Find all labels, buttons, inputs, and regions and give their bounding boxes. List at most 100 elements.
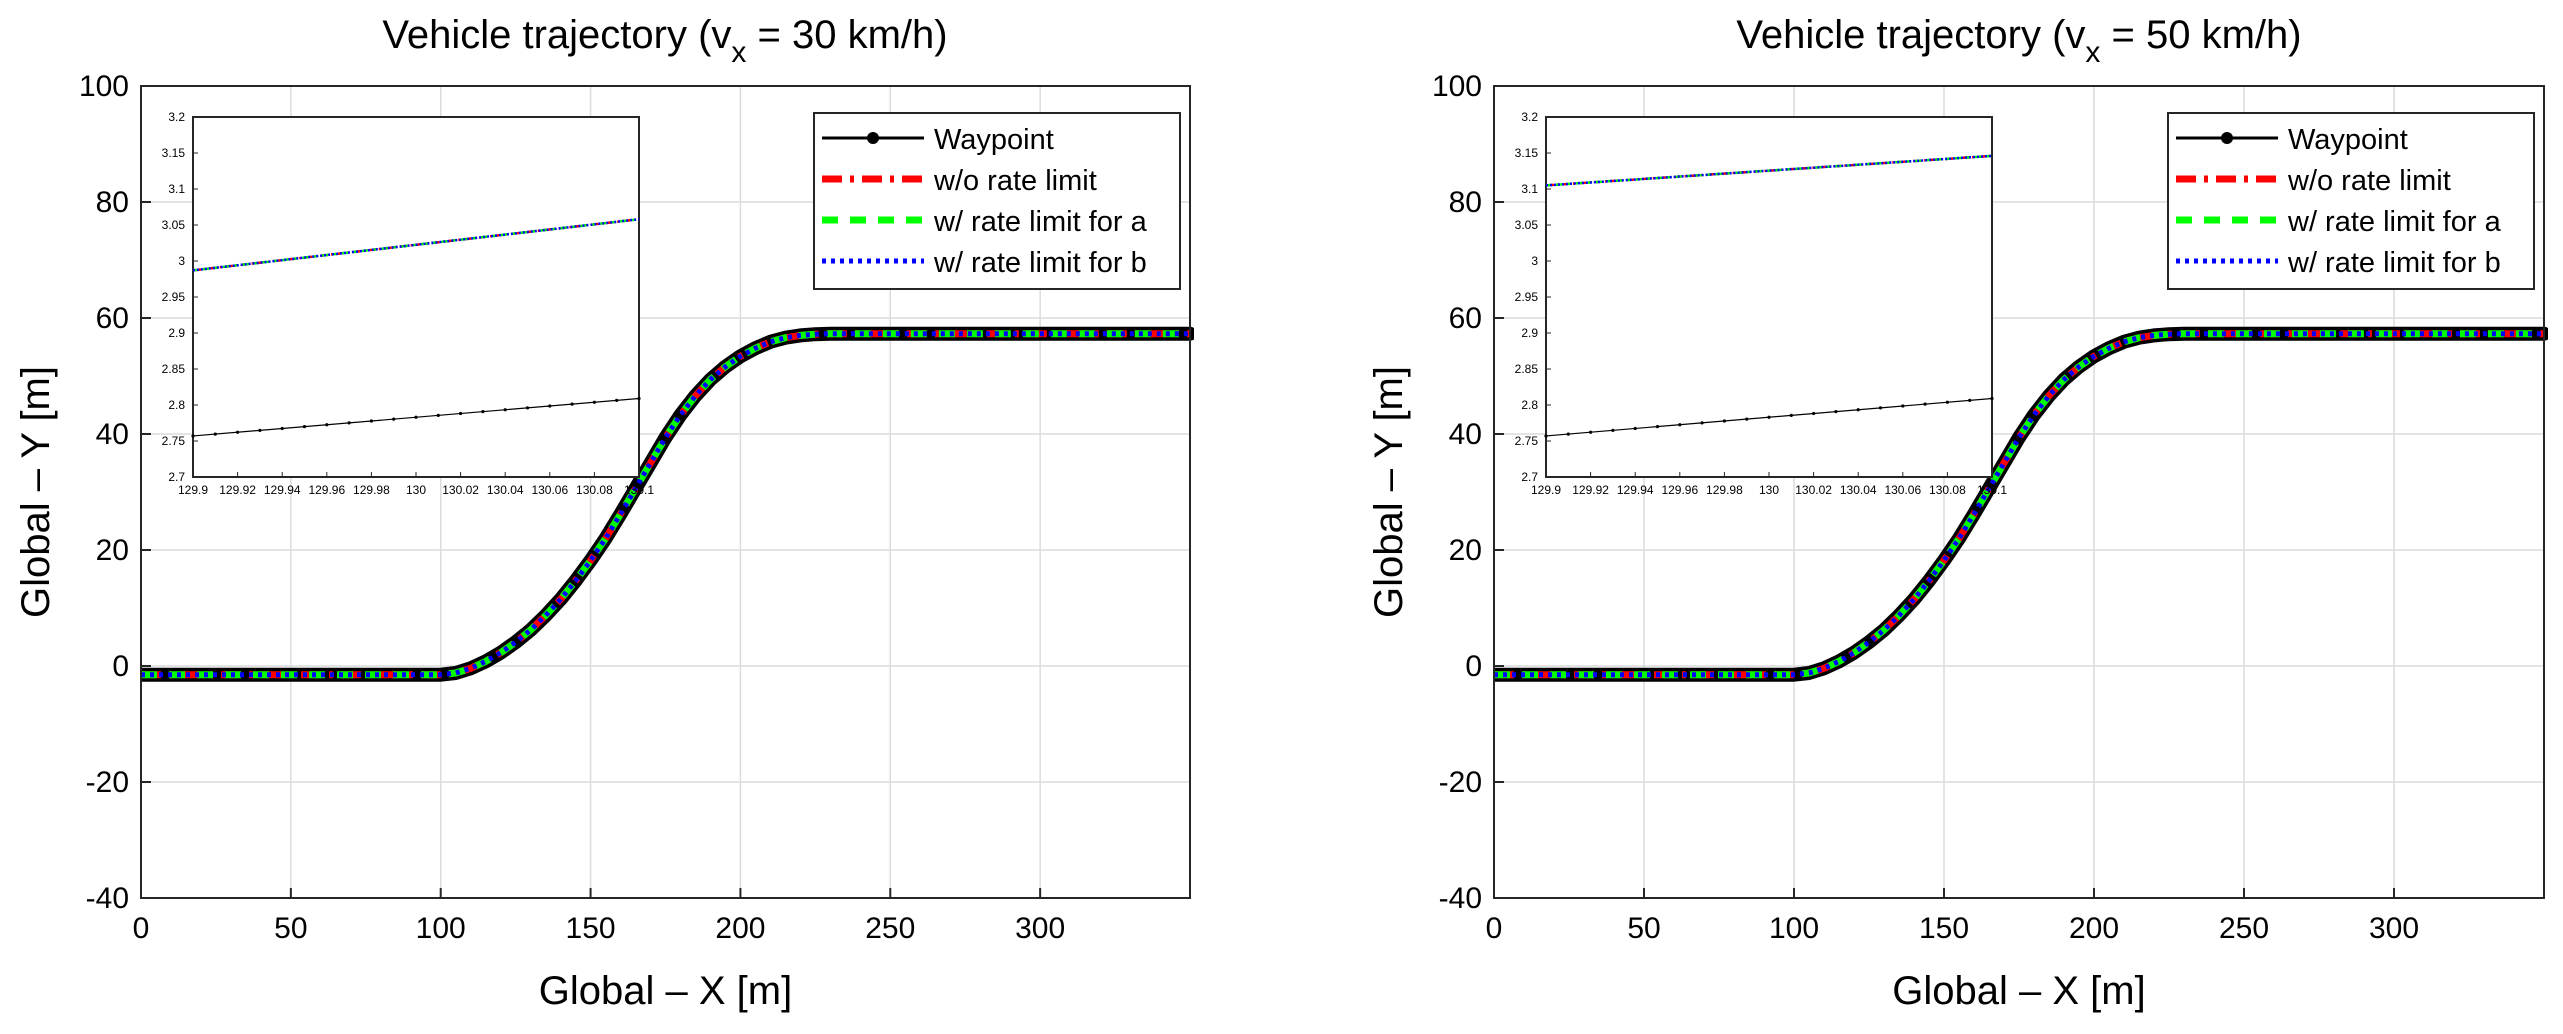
inset-waypoint-marker xyxy=(1878,406,1883,410)
inset-y-tick-label: 2.75 xyxy=(1515,434,1539,448)
y-tick-label: 20 xyxy=(96,534,129,567)
y-tick-label: 60 xyxy=(96,302,129,335)
inset-waypoint-marker xyxy=(1589,430,1593,434)
legend-label-2: w/o rate limit xyxy=(2287,165,2451,197)
y-tick-label: 100 xyxy=(79,70,129,103)
x-tick-label: 0 xyxy=(133,912,150,945)
y-tick-label: -40 xyxy=(86,882,129,915)
inset-x-tick-label: 130.02 xyxy=(1795,483,1832,497)
legend-label-1: Waypoint xyxy=(934,124,1054,156)
inset-x-tick-label: 130.06 xyxy=(531,483,568,497)
inset-x-tick-label: 129.98 xyxy=(353,483,390,497)
inset-waypoint-marker xyxy=(1945,400,1949,404)
legend-label-4: w/ rate limit for b xyxy=(933,247,1147,279)
inset-y-tick-label: 3.05 xyxy=(162,218,186,232)
inset-waypoint-marker xyxy=(1678,423,1682,427)
inset-waypoint-marker xyxy=(548,404,552,408)
axes-box xyxy=(1493,85,2545,899)
inset-waypoint-marker xyxy=(1544,434,1548,438)
inset-box xyxy=(192,116,640,478)
x-tick-label: 200 xyxy=(2069,912,2119,945)
inset-y-tick-label: 2.8 xyxy=(1521,398,1538,412)
chart-title-subscript: x xyxy=(2085,36,2100,69)
axes-box xyxy=(140,85,1191,899)
y-tick-label: 100 xyxy=(1432,70,1482,103)
inset-x-tick-label: 130 xyxy=(1759,483,1779,497)
inset-line-limit-b xyxy=(192,217,640,272)
inset-waypoint-marker xyxy=(213,432,217,436)
inset: 129.9 129.92 129.94 129.96 129.98 130 130.02 13… xyxy=(162,110,655,497)
inset-waypoint-marker xyxy=(369,419,373,423)
inset-waypoint-marker xyxy=(637,396,641,401)
x-tick-label: 150 xyxy=(566,912,616,945)
series-line-3 xyxy=(141,330,1190,679)
legend-label-2: w/o rate limit xyxy=(933,165,1097,197)
x-tick-label: 100 xyxy=(1769,912,1819,945)
inset-waypoint-marker xyxy=(436,413,440,417)
inset-waypoint-marker xyxy=(1767,415,1771,419)
inset-x-tick-label: 130.04 xyxy=(487,483,524,497)
legend: Waypoint w/o rate limit w/ rate limit for … xyxy=(2167,112,2535,290)
inset-y-tick-label: 2.85 xyxy=(162,362,186,376)
inset-y-tick-label: 2.95 xyxy=(1515,290,1539,304)
x-tick-label: 50 xyxy=(274,912,307,945)
chart-1: 0 50 100 150 200 250 300 -40 -20 0 20 40 60 80 100 Glob… xyxy=(14,13,1194,1013)
y-tick-label: -20 xyxy=(1439,766,1482,799)
inset-waypoint-marker xyxy=(302,425,307,429)
inset-y-tick-label: 2.7 xyxy=(168,470,185,484)
legend-marker xyxy=(867,132,879,144)
inset-y-tick-label: 2.9 xyxy=(1521,326,1538,340)
inset-x-tick-label: 129.94 xyxy=(264,483,301,497)
inset-waypoint-marker xyxy=(280,426,284,431)
inset-x-tick-label: 130.08 xyxy=(576,483,613,497)
inset-waypoint-marker xyxy=(347,421,351,425)
chart-title-rest: = 50 km/h) xyxy=(2100,13,2301,57)
series-line-3 xyxy=(1494,330,2544,679)
y-tick-label: 0 xyxy=(1465,650,1482,683)
inset-y-tick-label: 2.7 xyxy=(1521,470,1538,484)
inset-x-tick-label: 129.92 xyxy=(219,483,256,497)
inset-waypoint-marker xyxy=(1834,410,1838,414)
inset-x-tick-label: 129.92 xyxy=(1572,483,1609,497)
x-tick-label: 200 xyxy=(715,912,765,945)
inset: 129.9 129.92 129.94 129.96 129.98 130 130.02 13… xyxy=(1515,110,2008,497)
x-tick-label: 50 xyxy=(1627,912,1660,945)
inset-y-tick-label: 3.05 xyxy=(1515,218,1539,232)
chart-title-subscript: x xyxy=(731,36,746,69)
inset-y-tick-label: 3.1 xyxy=(1521,182,1538,196)
inset-x-tick-label: 129.9 xyxy=(1531,483,1561,497)
y-tick-label: 40 xyxy=(96,418,129,451)
y-axis-label: Global – Y [m] xyxy=(1367,366,1411,618)
x-tick-label: 250 xyxy=(865,912,915,945)
inset-waypoint-marker xyxy=(258,428,262,432)
x-tick-label: 100 xyxy=(416,912,466,945)
inset-waypoint-marker xyxy=(570,402,574,406)
inset-x-tick-label: 130.1 xyxy=(624,483,654,497)
inset-waypoint-marker xyxy=(325,423,329,427)
y-axis-label: Global – Y [m] xyxy=(14,366,58,618)
inset-waypoint-marker xyxy=(236,430,240,434)
x-axis-label: Global – X [m] xyxy=(539,969,792,1013)
inset-x-tick-label: 129.98 xyxy=(1706,483,1743,497)
inset-waypoint-marker xyxy=(1700,421,1704,425)
y-tick-label: -20 xyxy=(86,766,129,799)
chart-title: Vehicle trajectory (vx = 50 km/h) xyxy=(1736,13,2301,69)
inset-x-tick-label: 129.96 xyxy=(1661,483,1698,497)
inset-waypoint-marker xyxy=(459,411,463,416)
inset-y-tick-label: 3.15 xyxy=(1515,146,1539,160)
x-tick-label: 150 xyxy=(1919,912,1969,945)
x-axis-label: Global – X [m] xyxy=(1892,969,2145,1013)
x-tick-label: 0 xyxy=(1486,912,1503,945)
legend-label-4: w/ rate limit for b xyxy=(2287,247,2501,279)
inset-waypoint-marker xyxy=(1789,413,1793,417)
series-group xyxy=(141,326,1194,682)
inset-y-tick-label: 2.85 xyxy=(1515,362,1539,376)
inset-waypoint-marker xyxy=(1856,408,1860,412)
inset-y-tick-label: 3.15 xyxy=(162,146,186,160)
y-tick-label: -40 xyxy=(1439,882,1482,915)
inset-waypoint-marker xyxy=(1812,411,1816,416)
inset-waypoint-marker xyxy=(503,408,507,412)
inset-line-limit-b xyxy=(1545,154,1993,187)
x-tick-label: 300 xyxy=(1015,912,1065,945)
inset-waypoint-marker xyxy=(414,415,418,419)
